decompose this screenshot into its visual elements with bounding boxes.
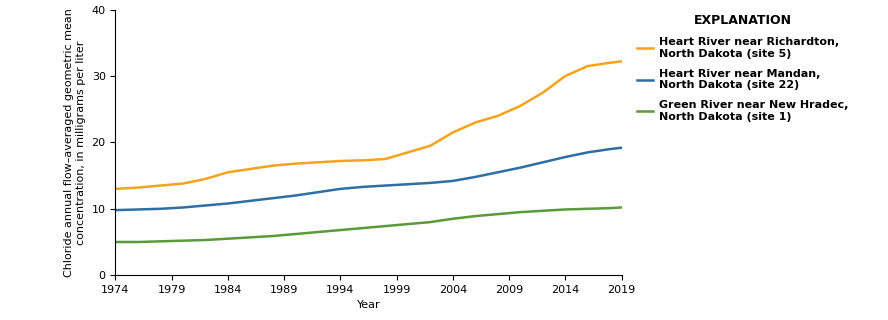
Heart River near Richardton,
North Dakota (site 5) xyxy=(515,104,526,108)
Heart River near Mandan,
North Dakota (site 22) xyxy=(200,204,210,207)
Green River near New Hradec,
North Dakota (site 1) xyxy=(493,212,503,216)
Heart River near Mandan,
North Dakota (site 22) xyxy=(155,207,166,211)
Heart River near Richardton,
North Dakota (site 5) xyxy=(493,114,503,118)
Green River near New Hradec,
North Dakota (site 1) xyxy=(616,205,627,209)
Green River near New Hradec,
North Dakota (site 1) xyxy=(402,222,413,226)
Legend: Heart River near Richardton,
North Dakota (site 5), Heart River near Mandan,
Nor: Heart River near Richardton, North Dakot… xyxy=(632,10,852,126)
Green River near New Hradec,
North Dakota (site 1) xyxy=(515,210,526,214)
Green River near New Hradec,
North Dakota (site 1) xyxy=(425,220,436,224)
Heart River near Richardton,
North Dakota (site 5) xyxy=(267,164,278,168)
Heart River near Mandan,
North Dakota (site 22) xyxy=(245,199,256,203)
Heart River near Mandan,
North Dakota (site 22) xyxy=(448,179,458,183)
Y-axis label: Chloride annual flow–averaged geometric mean
concentration, in milligrams per li: Chloride annual flow–averaged geometric … xyxy=(65,8,86,277)
Green River near New Hradec,
North Dakota (site 1) xyxy=(290,232,301,236)
Heart River near Mandan,
North Dakota (site 22) xyxy=(358,185,369,189)
Heart River near Mandan,
North Dakota (site 22) xyxy=(425,181,436,185)
Green River near New Hradec,
North Dakota (site 1) xyxy=(380,224,391,228)
Heart River near Richardton,
North Dakota (site 5) xyxy=(537,91,548,94)
Heart River near Mandan,
North Dakota (site 22) xyxy=(605,147,615,151)
Heart River near Richardton,
North Dakota (site 5) xyxy=(358,158,369,162)
Green River near New Hradec,
North Dakota (site 1) xyxy=(155,239,166,243)
Green River near New Hradec,
North Dakota (site 1) xyxy=(335,228,345,232)
Green River near New Hradec,
North Dakota (site 1) xyxy=(605,206,615,210)
Heart River near Mandan,
North Dakota (site 22) xyxy=(537,160,548,164)
Heart River near Mandan,
North Dakota (site 22) xyxy=(470,175,480,179)
Heart River near Mandan,
North Dakota (site 22) xyxy=(132,208,143,212)
Heart River near Richardton,
North Dakota (site 5) xyxy=(583,64,593,68)
Line: Green River near New Hradec,
North Dakota (site 1): Green River near New Hradec, North Dakot… xyxy=(115,207,622,242)
Heart River near Mandan,
North Dakota (site 22) xyxy=(402,182,413,186)
Heart River near Richardton,
North Dakota (site 5) xyxy=(425,144,436,148)
Green River near New Hradec,
North Dakota (site 1) xyxy=(223,237,234,241)
Heart River near Richardton,
North Dakota (site 5) xyxy=(560,74,571,78)
Heart River near Mandan,
North Dakota (site 22) xyxy=(290,194,301,197)
Heart River near Mandan,
North Dakota (site 22) xyxy=(493,170,503,174)
Heart River near Richardton,
North Dakota (site 5) xyxy=(448,131,458,134)
Heart River near Richardton,
North Dakota (site 5) xyxy=(110,187,121,191)
Green River near New Hradec,
North Dakota (site 1) xyxy=(132,240,143,244)
Green River near New Hradec,
North Dakota (site 1) xyxy=(358,226,369,230)
Green River near New Hradec,
North Dakota (site 1) xyxy=(245,236,256,239)
Heart River near Mandan,
North Dakota (site 22) xyxy=(223,202,234,205)
Heart River near Mandan,
North Dakota (site 22) xyxy=(110,208,121,212)
Heart River near Mandan,
North Dakota (site 22) xyxy=(616,146,627,150)
Green River near New Hradec,
North Dakota (site 1) xyxy=(267,234,278,238)
Heart River near Mandan,
North Dakota (site 22) xyxy=(380,184,391,188)
Heart River near Mandan,
North Dakota (site 22) xyxy=(560,155,571,159)
Line: Heart River near Richardton,
North Dakota (site 5): Heart River near Richardton, North Dakot… xyxy=(115,61,622,189)
X-axis label: Year: Year xyxy=(357,300,380,310)
Heart River near Richardton,
North Dakota (site 5) xyxy=(605,61,615,65)
Heart River near Mandan,
North Dakota (site 22) xyxy=(335,187,345,191)
Heart River near Mandan,
North Dakota (site 22) xyxy=(267,196,278,200)
Heart River near Richardton,
North Dakota (site 5) xyxy=(245,167,256,171)
Heart River near Mandan,
North Dakota (site 22) xyxy=(178,205,188,209)
Heart River near Mandan,
North Dakota (site 22) xyxy=(583,150,593,154)
Heart River near Richardton,
North Dakota (site 5) xyxy=(178,182,188,186)
Green River near New Hradec,
North Dakota (site 1) xyxy=(110,240,121,244)
Line: Heart River near Mandan,
North Dakota (site 22): Heart River near Mandan, North Dakota (s… xyxy=(115,148,622,210)
Heart River near Richardton,
North Dakota (site 5) xyxy=(470,121,480,124)
Heart River near Richardton,
North Dakota (site 5) xyxy=(380,157,391,161)
Heart River near Richardton,
North Dakota (site 5) xyxy=(290,162,301,165)
Green River near New Hradec,
North Dakota (site 1) xyxy=(560,208,571,212)
Heart River near Richardton,
North Dakota (site 5) xyxy=(313,160,323,164)
Green River near New Hradec,
North Dakota (site 1) xyxy=(537,209,548,213)
Heart River near Richardton,
North Dakota (site 5) xyxy=(335,159,345,163)
Heart River near Richardton,
North Dakota (site 5) xyxy=(155,184,166,188)
Green River near New Hradec,
North Dakota (site 1) xyxy=(583,207,593,211)
Heart River near Richardton,
North Dakota (site 5) xyxy=(132,186,143,189)
Green River near New Hradec,
North Dakota (site 1) xyxy=(448,217,458,221)
Green River near New Hradec,
North Dakota (site 1) xyxy=(178,239,188,243)
Heart River near Mandan,
North Dakota (site 22) xyxy=(313,190,323,194)
Heart River near Richardton,
North Dakota (site 5) xyxy=(402,150,413,154)
Green River near New Hradec,
North Dakota (site 1) xyxy=(313,230,323,234)
Heart River near Mandan,
North Dakota (site 22) xyxy=(515,166,526,170)
Heart River near Richardton,
North Dakota (site 5) xyxy=(616,60,627,63)
Green River near New Hradec,
North Dakota (site 1) xyxy=(470,214,480,218)
Heart River near Richardton,
North Dakota (site 5) xyxy=(223,170,234,174)
Heart River near Richardton,
North Dakota (site 5) xyxy=(200,177,210,181)
Green River near New Hradec,
North Dakota (site 1) xyxy=(200,238,210,242)
